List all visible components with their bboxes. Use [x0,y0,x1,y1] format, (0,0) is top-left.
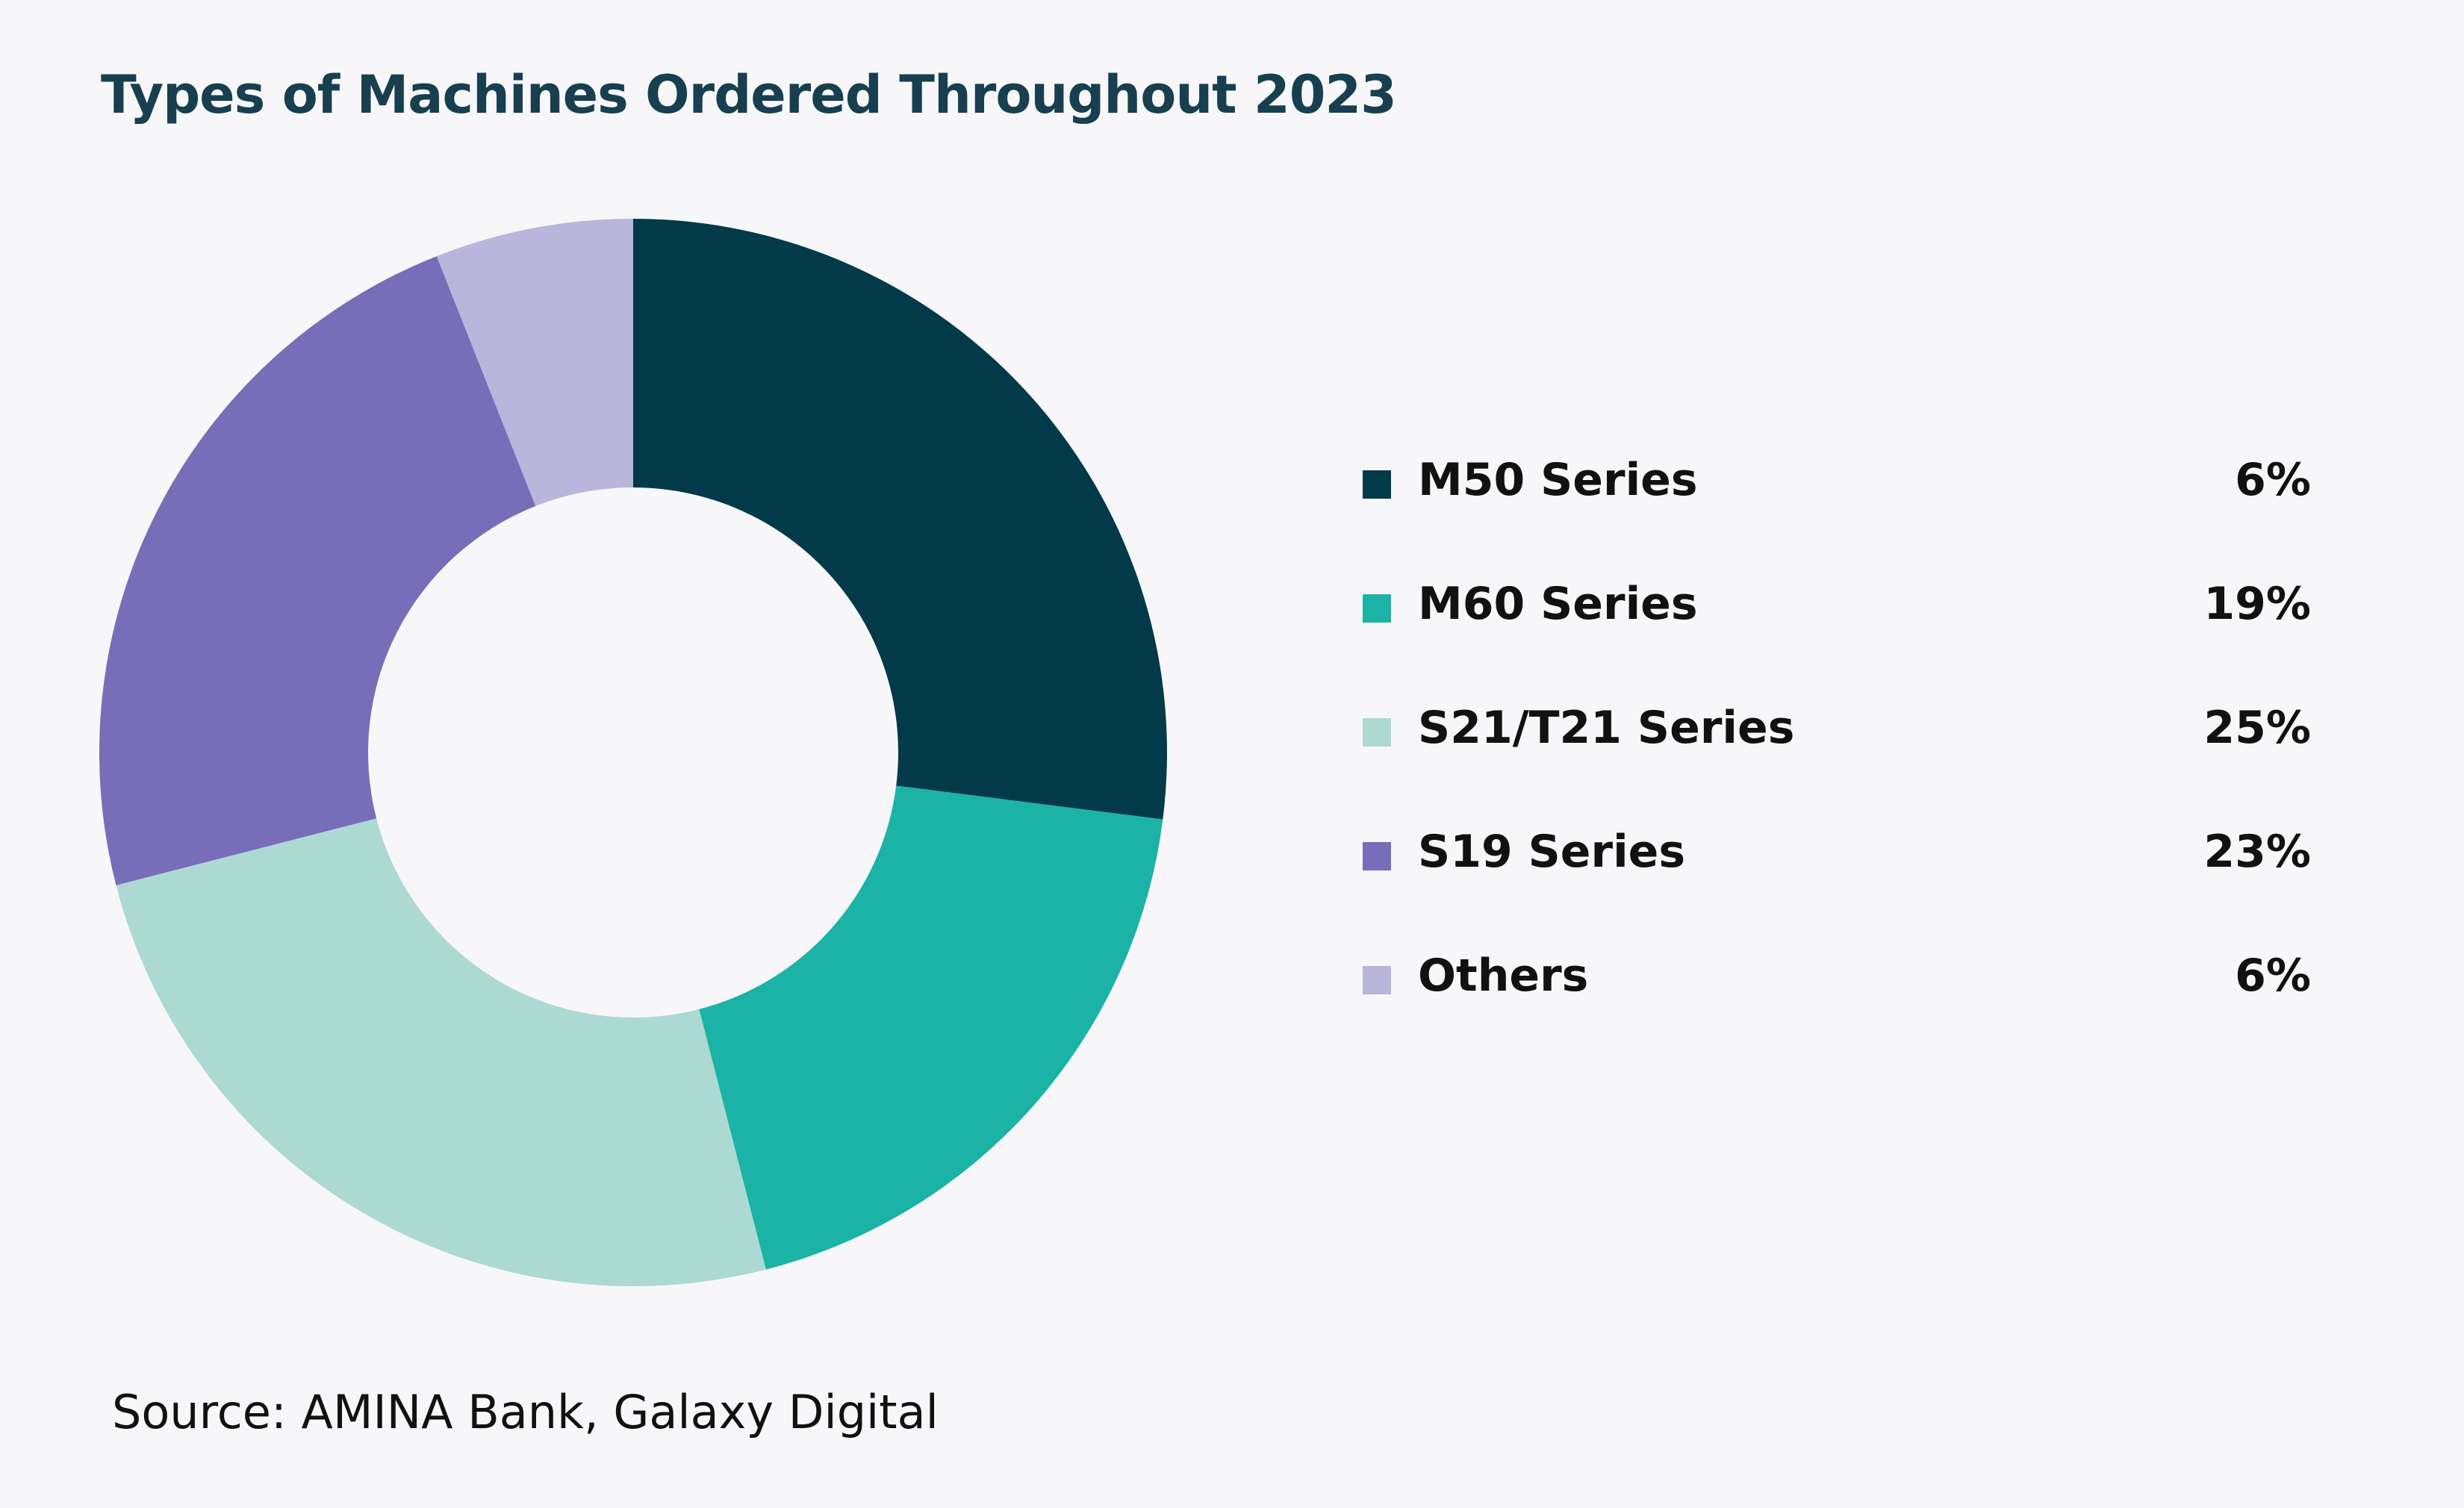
legend-label: S21/T21 Series [1418,702,1795,754]
legend-label: M60 Series [1418,578,1698,630]
chart-title: Types of Machines Ordered Throughout 202… [101,64,1397,125]
legend-swatch [1363,842,1391,870]
legend-value: 19% [2203,578,2311,630]
legend-label: Others [1418,950,1589,1002]
legend-swatch [1363,966,1391,994]
legend-value: 25% [2203,702,2311,754]
legend-value: 23% [2203,826,2311,878]
legend-value: 6% [2235,454,2311,506]
donut-slice-m50-series [633,219,1168,820]
legend-item-others: Others 6% [1363,944,2311,1068]
donut-slice-s19-series [99,256,536,885]
legend-label: M50 Series [1418,454,1698,506]
legend-label: S19 Series [1418,826,1686,878]
legend-item-m50-series: M50 Series 6% [1363,448,2311,572]
legend-swatch [1363,470,1391,499]
legend-item-m60-series: M60 Series 19% [1363,572,2311,696]
legend-swatch [1363,718,1391,747]
donut-slice-m60-series [699,785,1163,1270]
donut-slice-others [436,219,633,506]
legend: M50 Series 6% M60 Series 19% S21/T21 Ser… [1363,448,2311,1068]
legend-item-s19-series: S19 Series 23% [1363,820,2311,944]
legend-value: 6% [2235,950,2311,1002]
donut-slice-s21-t21-series [116,818,766,1286]
source-note: Source: AMINA Bank, Galaxy Digital [112,1385,939,1439]
legend-item-s21-t21-series: S21/T21 Series 25% [1363,696,2311,820]
legend-swatch [1363,594,1391,623]
